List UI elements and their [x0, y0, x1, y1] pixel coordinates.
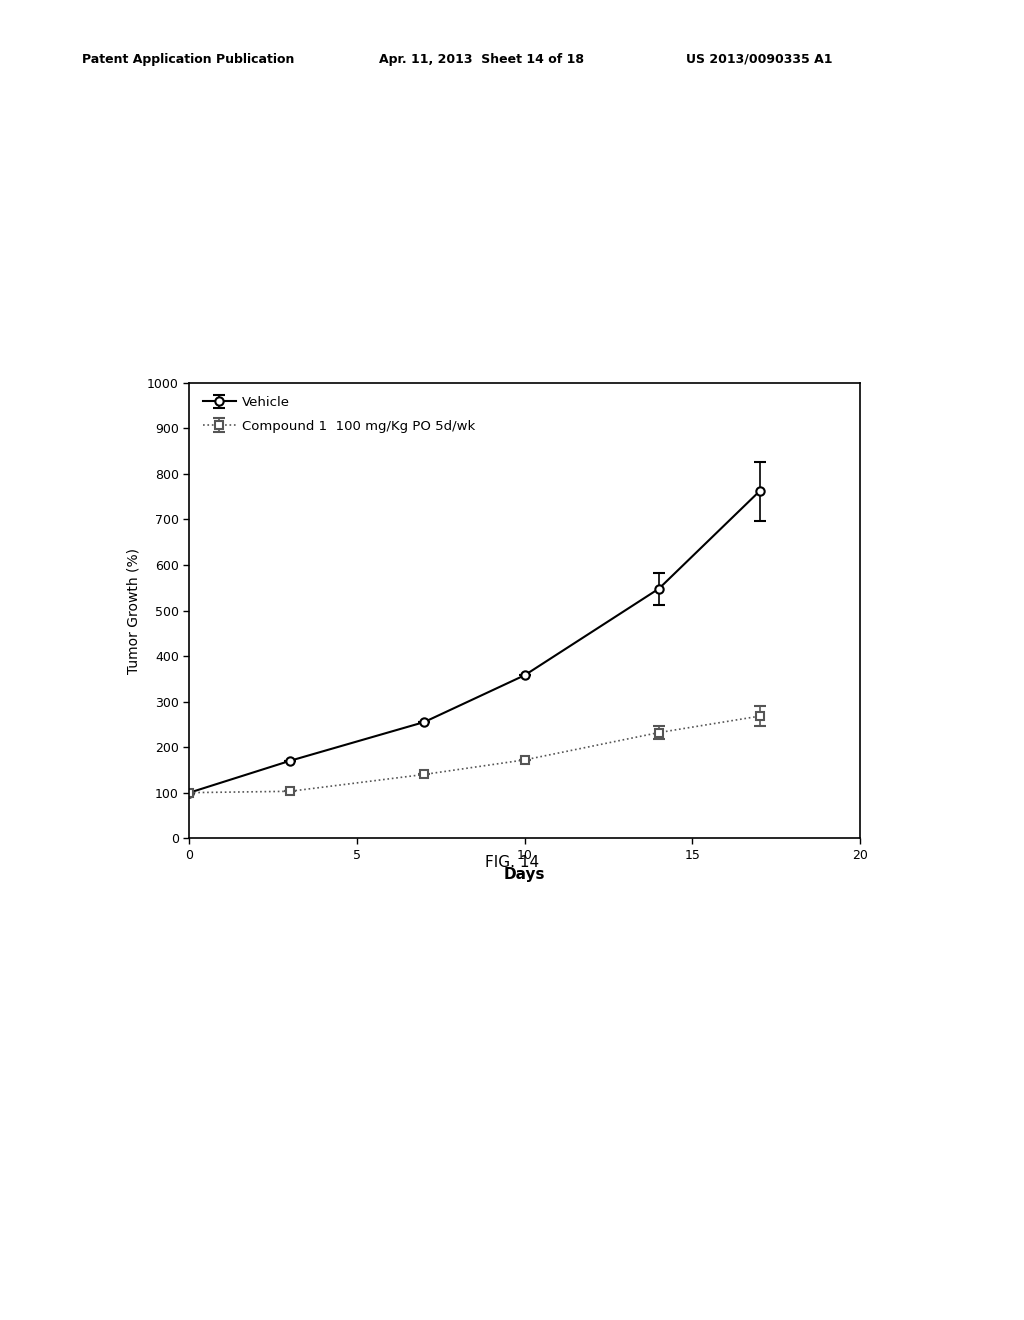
- Text: FIG. 14: FIG. 14: [485, 855, 539, 870]
- Legend: Vehicle, Compound 1  100 mg/Kg PO 5d/wk: Vehicle, Compound 1 100 mg/Kg PO 5d/wk: [196, 389, 482, 440]
- Text: Apr. 11, 2013  Sheet 14 of 18: Apr. 11, 2013 Sheet 14 of 18: [379, 53, 584, 66]
- Text: Patent Application Publication: Patent Application Publication: [82, 53, 294, 66]
- X-axis label: Days: Days: [504, 867, 546, 882]
- Y-axis label: Tumor Growth (%): Tumor Growth (%): [126, 548, 140, 673]
- Text: US 2013/0090335 A1: US 2013/0090335 A1: [686, 53, 833, 66]
